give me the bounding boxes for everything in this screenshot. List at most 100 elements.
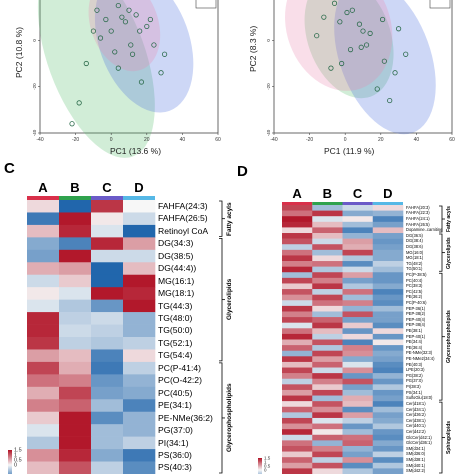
heatmap-cell — [372, 205, 404, 211]
heatmap-cell — [312, 345, 343, 352]
row-label: PE-NMe(36:2) — [158, 412, 213, 423]
data-point — [90, 28, 97, 34]
heatmap-cell — [27, 361, 60, 375]
colorbar-segment — [258, 459, 262, 461]
data-point — [147, 16, 153, 23]
colorbar-segment — [8, 453, 12, 455]
data-point — [395, 26, 402, 32]
heatmap-cell — [372, 384, 404, 391]
heatmap-cell — [282, 328, 313, 335]
heatmap-cell — [342, 395, 374, 402]
heatmap-cell — [123, 386, 156, 400]
colorbar-segment — [258, 465, 262, 467]
heatmap-cell — [27, 349, 60, 363]
row-label: PEP-38(2) — [406, 311, 426, 317]
heatmap-cell — [372, 434, 404, 441]
colorbar-tick-label: 0 — [14, 463, 17, 469]
heatmap-cell — [282, 233, 313, 239]
heatmap-cell — [27, 237, 60, 251]
data-point — [103, 16, 109, 23]
data-point — [347, 46, 354, 53]
heatmap-cell — [91, 399, 124, 413]
heatmap-cell — [342, 289, 374, 295]
class-bracket — [439, 401, 443, 474]
confidence-ellipse — [334, 0, 436, 135]
group-label: D — [383, 186, 393, 201]
legend-box — [195, 0, 217, 9]
heatmap-cell — [282, 406, 313, 413]
x-tick-label: 0 — [110, 137, 113, 143]
data-point — [360, 28, 366, 34]
heatmap-cell — [342, 221, 374, 228]
class-label: Glycerophospholipids — [226, 383, 233, 453]
heatmap-cell — [91, 386, 124, 400]
heatmap-cell — [282, 373, 313, 380]
heatmap-cell — [312, 322, 343, 329]
colorbar-segment — [258, 462, 262, 464]
data-point — [374, 86, 380, 92]
heatmap-cell — [312, 233, 343, 239]
data-point — [392, 70, 398, 76]
heatmap-cell — [342, 233, 374, 239]
heatmap-cell — [372, 261, 404, 267]
row-label: PEP-40(4) — [406, 316, 426, 322]
heatmap-cell — [282, 244, 313, 251]
row-label: FAHFA(20:3) — [406, 204, 430, 210]
group-label: C — [352, 186, 363, 201]
confidence-ellipse — [94, 0, 194, 113]
colorbar-segment — [8, 463, 12, 465]
heatmap-cell — [372, 401, 404, 408]
colorbar-segment — [8, 461, 12, 463]
data-point — [356, 21, 363, 27]
heatmap-cell — [372, 255, 404, 262]
heatmap-cell — [312, 261, 343, 267]
heatmap-cell — [123, 349, 156, 363]
heatmap-cell — [342, 406, 374, 413]
colorbar-tick-label: 1 — [264, 460, 267, 465]
heatmap-cell — [282, 266, 313, 273]
heatmap-cell — [372, 378, 404, 385]
legend-box — [429, 0, 451, 9]
data-point — [151, 42, 157, 48]
heatmap-cell — [27, 299, 60, 313]
heatmap-cell — [372, 317, 404, 323]
heatmap-cell — [123, 461, 156, 474]
heatmap-cell — [372, 227, 404, 234]
row-label: SM(d34:1) — [406, 445, 426, 451]
heatmap-cell — [282, 216, 313, 223]
heatmap-cell — [372, 345, 404, 352]
heatmap-cell — [59, 337, 92, 350]
plot-frame — [273, 0, 453, 134]
group-label: A — [38, 180, 48, 195]
colorbar-segment — [8, 469, 12, 471]
row-label: FAHFA(24:3) — [158, 200, 208, 211]
confidence-ellipse — [285, 0, 393, 91]
data-point — [363, 42, 370, 48]
heatmap-cell — [27, 324, 60, 338]
heatmap-cell — [372, 373, 404, 380]
group-label: A — [292, 186, 302, 201]
heatmap-cell — [59, 411, 92, 425]
heatmap-cell — [123, 337, 156, 350]
row-label: FAHFA(24:1) — [406, 215, 430, 221]
heatmap-cell — [282, 367, 313, 374]
colorbar-tick-label: 1.5 — [264, 456, 271, 461]
heatmap-cell — [342, 378, 374, 385]
heatmap-cell — [59, 274, 92, 288]
heatmap-cell — [372, 283, 404, 290]
heatmap-cell — [312, 289, 343, 295]
heatmap-cell — [372, 289, 404, 295]
row-label: PEP-40(1) — [406, 333, 426, 339]
heatmap-cell — [342, 423, 374, 430]
heatmap-cell — [342, 277, 374, 284]
row-label: DG(38:6) — [406, 243, 423, 249]
heatmap-cell — [282, 283, 313, 290]
heatmap-cell — [312, 361, 343, 368]
heatmap-cell — [312, 356, 343, 363]
row-label: SulfoGlu(18:0) — [406, 395, 433, 401]
row-label: FAHFA(26:5) — [406, 221, 430, 227]
data-point — [137, 28, 143, 34]
data-point — [158, 70, 164, 76]
